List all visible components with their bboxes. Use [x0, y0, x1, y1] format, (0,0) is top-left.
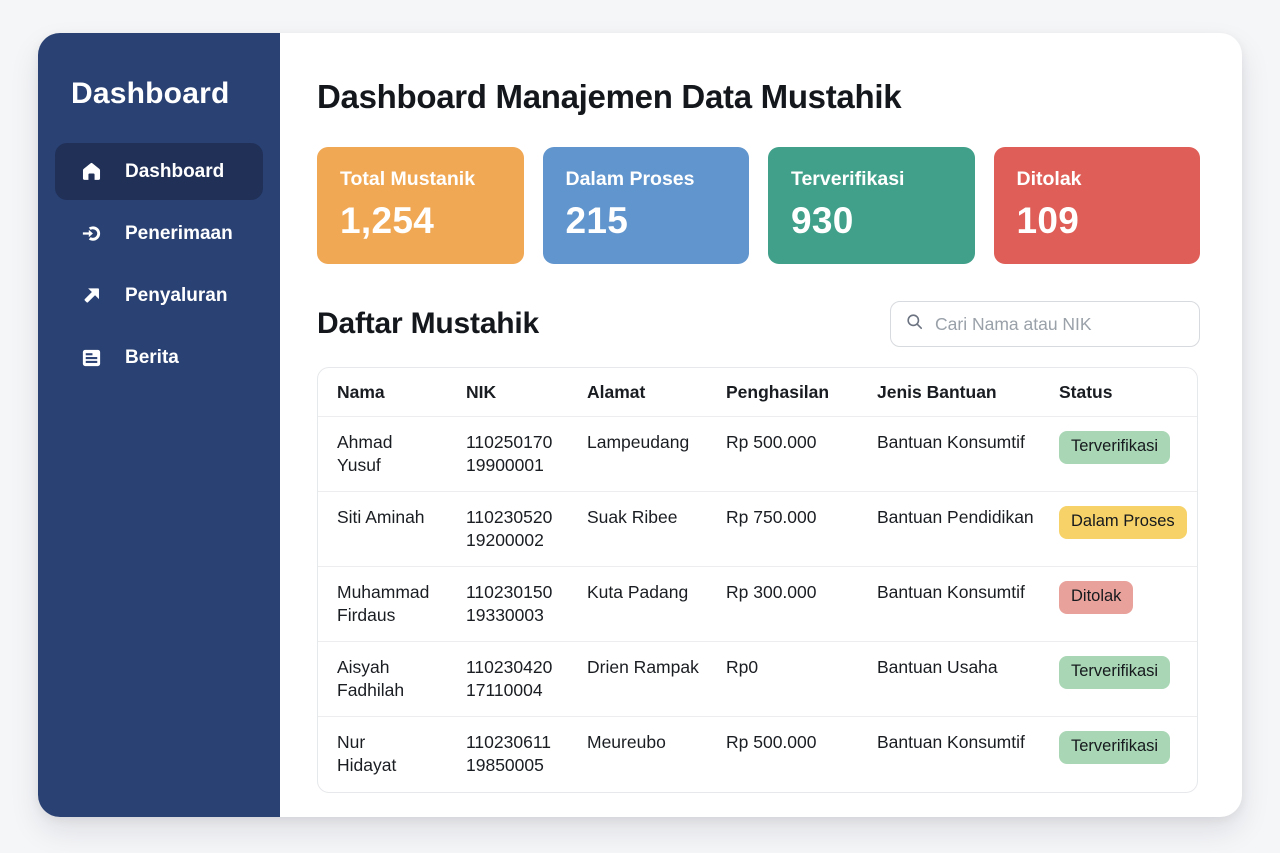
cell-nama: Siti Aminah [337, 507, 425, 527]
table-body: Ahmad Yusuf 110250170 19900001 Lampeudan… [318, 417, 1197, 792]
sidebar-item-berita[interactable]: Berita [55, 329, 263, 386]
cell-status: Terverifikasi [1059, 731, 1197, 764]
stat-label: Ditolak [1016, 168, 1082, 190]
main-content: Dashboard Manajemen Data Mustahik Total … [280, 33, 1242, 817]
list-header: Daftar Mustahik [317, 301, 1200, 347]
stat-value: 1,254 [340, 200, 435, 241]
cell-nik: 110230420 17110004 [466, 657, 553, 701]
sidebar-item-penerimaan[interactable]: Penerimaan [55, 205, 263, 262]
app-window: Dashboard Dashboard Penerimaan Penyalura… [38, 33, 1242, 817]
stat-label: Terverifikasi [791, 168, 905, 190]
table-header: Nama NIK Alamat Penghasilan Jenis Bantua… [318, 368, 1197, 417]
cell-nama: Nur Hidayat [337, 732, 397, 776]
cell-status: Ditolak [1059, 581, 1197, 614]
cell-alamat: Meureubo [587, 732, 666, 752]
sidebar-nav: Dashboard Penerimaan Penyaluran Berita [38, 143, 280, 386]
stat-label: Total Mustanik [340, 168, 476, 190]
table-row: Nur Hidayat 110230611 19850005 Meureubo … [318, 717, 1197, 792]
column-header-nama: Nama [337, 381, 385, 402]
cell-penghasilan: Rp 500.000 [726, 432, 817, 452]
news-icon [80, 346, 103, 369]
cell-status: Dalam Proses [1059, 506, 1197, 539]
cell-penghasilan: Rp 750.000 [726, 507, 817, 527]
column-header-status: Status [1059, 381, 1113, 402]
stat-label: Dalam Proses [565, 168, 695, 190]
cell-jenis: Bantuan Konsumtif [877, 432, 1025, 452]
stat-card-total-mustanik: Total Mustanik 1,254 [317, 147, 524, 264]
mustahik-table: Nama NIK Alamat Penghasilan Jenis Bantua… [317, 367, 1198, 793]
stat-card-dalam-proses: Dalam Proses 215 [542, 147, 749, 264]
table-row: Muhammad Firdaus 110230150 19330003 Kuta… [318, 567, 1197, 642]
receive-icon [80, 222, 103, 245]
cell-nik: 110250170 19900001 [466, 432, 553, 476]
cell-jenis: Bantuan Konsumtif [877, 732, 1025, 752]
sidebar-title: Dashboard [71, 77, 230, 110]
search-input[interactable] [935, 313, 1185, 335]
list-title: Daftar Mustahik [317, 307, 540, 340]
status-badge: Terverifikasi [1059, 656, 1171, 689]
cell-nik: 110230520 19200002 [466, 507, 553, 551]
cell-alamat: Suak Ribee [587, 507, 678, 527]
cell-jenis: Bantuan Pendidikan [877, 507, 1034, 527]
stat-card-terverifikasi: Terverifikasi 930 [768, 147, 975, 264]
home-icon [80, 160, 103, 183]
table-row: Siti Aminah 110230520 19200002 Suak Ribe… [318, 492, 1197, 567]
cell-nik: 110230611 19850005 [466, 732, 551, 776]
sidebar-item-label: Berita [125, 346, 179, 368]
cell-penghasilan: Rp 300.000 [726, 582, 817, 602]
page-title: Dashboard Manajemen Data Mustahik [317, 78, 902, 115]
stat-cards: Total Mustanik 1,254 Dalam Proses 215 Te… [317, 147, 1200, 264]
status-badge: Terverifikasi [1059, 731, 1171, 764]
send-icon [80, 284, 103, 307]
stat-value: 109 [1016, 200, 1080, 241]
cell-alamat: Lampeudang [587, 432, 690, 452]
sidebar: Dashboard Dashboard Penerimaan Penyalura… [38, 33, 280, 817]
search-box[interactable] [890, 301, 1200, 347]
column-header-jenis: Jenis Bantuan [877, 381, 997, 402]
stat-value: 215 [565, 200, 629, 241]
stat-value: 930 [791, 200, 854, 241]
cell-nama: Ahmad Yusuf [337, 432, 393, 476]
cell-penghasilan: Rp0 [726, 657, 759, 677]
sidebar-item-label: Dashboard [125, 160, 225, 182]
cell-nik: 110230150 19330003 [466, 582, 553, 626]
sidebar-item-dashboard[interactable]: Dashboard [55, 143, 263, 200]
search-icon [905, 312, 924, 336]
cell-nama: Aisyah Fadhilah [337, 657, 405, 701]
sidebar-item-penyaluran[interactable]: Penyaluran [55, 267, 263, 324]
column-header-penghasilan: Penghasilan [726, 381, 830, 402]
status-badge: Ditolak [1059, 581, 1134, 614]
column-header-alamat: Alamat [587, 381, 646, 402]
cell-jenis: Bantuan Usaha [877, 657, 998, 677]
table-row: Aisyah Fadhilah 110230420 17110004 Drien… [318, 642, 1197, 717]
cell-nama: Muhammad Firdaus [337, 582, 430, 626]
table-row: Ahmad Yusuf 110250170 19900001 Lampeudan… [318, 417, 1197, 492]
stat-card-ditolak: Ditolak 109 [993, 147, 1200, 264]
cell-alamat: Drien Rampak [587, 657, 699, 677]
sidebar-item-label: Penerimaan [125, 222, 233, 244]
status-badge: Dalam Proses [1059, 506, 1187, 539]
sidebar-item-label: Penyaluran [125, 284, 228, 306]
cell-status: Terverifikasi [1059, 431, 1197, 464]
cell-alamat: Kuta Padang [587, 582, 689, 602]
cell-status: Terverifikasi [1059, 656, 1197, 689]
cell-jenis: Bantuan Konsumtif [877, 582, 1025, 602]
status-badge: Terverifikasi [1059, 431, 1171, 464]
column-header-nik: NIK [466, 381, 497, 402]
cell-penghasilan: Rp 500.000 [726, 732, 817, 752]
